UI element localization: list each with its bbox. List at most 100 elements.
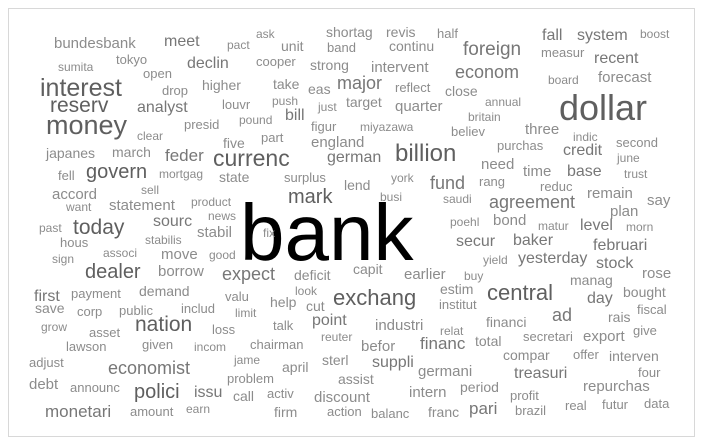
word: estim (440, 281, 473, 297)
word: fell (58, 168, 75, 183)
word: bill (285, 107, 305, 124)
word: foreign (463, 39, 521, 60)
word: brazil (515, 403, 546, 418)
word: good (209, 248, 236, 262)
word: economist (108, 358, 190, 378)
word: incom (194, 340, 226, 354)
word: higher (202, 77, 241, 93)
word: offer (573, 347, 599, 362)
word: yield (483, 253, 508, 267)
word: total (475, 333, 501, 349)
word: cut (306, 298, 325, 314)
word: rang (479, 174, 505, 189)
word: quarter (395, 98, 443, 115)
word: earlier (404, 266, 446, 283)
word: borrow (158, 263, 204, 280)
word: busi (380, 190, 402, 204)
word: balanc (371, 406, 410, 421)
word: drop (162, 83, 188, 98)
word: yesterday (518, 250, 587, 267)
word: band (327, 40, 356, 55)
word: five (223, 135, 245, 151)
word: plan (610, 203, 638, 220)
word: buy (464, 269, 483, 283)
word: institut (439, 297, 477, 312)
word: reuter (321, 330, 352, 344)
word: move (161, 246, 198, 263)
word: given (142, 337, 173, 352)
word: intervent (371, 59, 429, 76)
word: sumita (58, 60, 94, 74)
word: expect (222, 264, 275, 284)
word: lend (344, 177, 370, 193)
word: pari (469, 399, 497, 418)
word: feder (165, 146, 204, 165)
word: cooper (256, 54, 296, 69)
word: reserv (50, 94, 109, 117)
word: export (583, 328, 626, 345)
word: purchas (497, 138, 544, 153)
word: morn (626, 220, 653, 234)
word: bought (623, 284, 666, 300)
word: open (143, 66, 172, 81)
word: stabil (197, 224, 232, 241)
word: dollar (559, 87, 647, 128)
word: saudi (443, 192, 472, 206)
word: rose (642, 265, 671, 282)
word: march (112, 144, 151, 160)
word: need (481, 156, 514, 173)
word: adjust (29, 355, 64, 370)
word: firm (274, 404, 297, 420)
word: declin (187, 55, 229, 72)
word: three (525, 121, 559, 138)
word: valu (225, 289, 249, 304)
word: today (73, 216, 125, 239)
word: asset (89, 325, 120, 340)
word: forecast (598, 69, 652, 86)
word: demand (139, 283, 190, 299)
word: befor (361, 338, 395, 355)
word: bond (493, 212, 526, 229)
word: deficit (294, 267, 331, 283)
word: revis (386, 24, 416, 40)
word: suppli (372, 354, 414, 371)
word: relat (440, 324, 464, 338)
word: real (565, 398, 587, 413)
word: repurchas (583, 378, 650, 395)
word: compar (503, 347, 550, 363)
word: figur (311, 119, 337, 134)
word: sell (141, 183, 159, 197)
word: announc (70, 380, 120, 395)
word: german (327, 149, 381, 166)
word: state (219, 169, 250, 185)
word: manag (570, 272, 613, 288)
word: franc (428, 404, 459, 420)
word: secretari (523, 329, 573, 344)
word: reflect (395, 80, 431, 95)
word: base (567, 163, 602, 180)
word: part (261, 130, 284, 145)
word: grow (41, 320, 67, 334)
word: bank (240, 188, 414, 277)
word: mortgag (159, 167, 203, 181)
word: board (548, 73, 579, 87)
word: talk (273, 318, 294, 333)
word: currenc (213, 145, 290, 171)
word: monetari (45, 402, 111, 421)
word: payment (71, 286, 121, 301)
word: intern (409, 384, 447, 401)
word: financi (486, 314, 526, 330)
word: corp (77, 304, 102, 319)
word: sign (52, 252, 74, 266)
word: agreement (489, 192, 575, 212)
word: interven (609, 348, 659, 364)
word: jame (233, 353, 260, 367)
word: past (39, 221, 62, 235)
word: england (311, 134, 364, 151)
word: level (580, 217, 613, 234)
word: data (644, 396, 670, 411)
word: fall (542, 27, 562, 44)
word: debt (29, 376, 59, 393)
word: june (616, 151, 640, 165)
